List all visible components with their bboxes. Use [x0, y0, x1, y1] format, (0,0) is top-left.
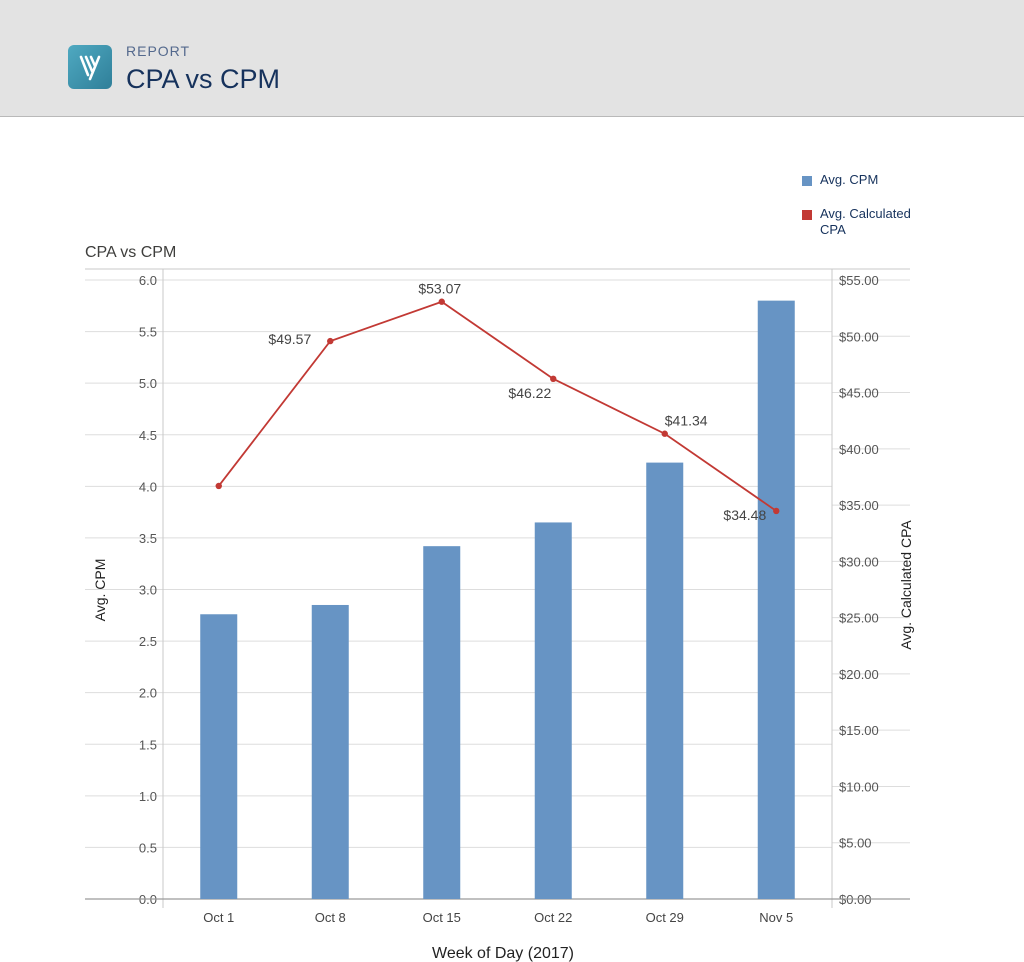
y2-tick-label: $35.00: [839, 498, 879, 513]
legend-label-cpm: Avg. CPM: [820, 172, 879, 187]
cpa-data-label: $41.34: [665, 413, 708, 429]
y-tick-label: 2.0: [139, 686, 157, 701]
cpa-point: [661, 430, 668, 437]
bar-oct-15: [423, 546, 461, 899]
x-axis-title: Week of Day (2017): [432, 945, 574, 962]
bar-oct-8: [311, 604, 349, 899]
legend-label-cpa: Avg. Calculated CPA: [820, 206, 911, 237]
y-axis-title: Avg. CPM: [92, 559, 108, 622]
bar-oct-22: [534, 522, 572, 899]
y2-tick-label: $25.00: [839, 611, 879, 626]
chart-title: CPA vs CPM: [85, 244, 177, 261]
y-tick-label: 1.5: [139, 737, 157, 752]
report-header: REPORT CPA vs CPM: [0, 0, 1024, 117]
y2-tick-label: $55.00: [839, 273, 879, 288]
legend-item-cpm[interactable]: Avg. CPM: [802, 172, 1002, 188]
cpa-point: [773, 507, 780, 515]
y-tick-label: 1.0: [139, 789, 157, 804]
legend-item-cpa[interactable]: Avg. Calculated CPA: [802, 206, 1002, 238]
y2-tick-label: $10.00: [839, 779, 879, 794]
y-tick-label: 4.0: [139, 479, 157, 494]
y-tick-label: 3.5: [139, 531, 157, 546]
x-tick-label: Oct 15: [423, 910, 461, 925]
cpa-point: [327, 337, 334, 345]
cpa-line: [218, 300, 777, 512]
y2-tick-label: $40.00: [839, 442, 879, 457]
y-tick-label: 4.5: [139, 428, 157, 443]
y-tick-label: 5.5: [139, 325, 157, 340]
y2-tick-label: $45.00: [839, 386, 879, 401]
bar-oct-1: [200, 614, 238, 899]
x-tick-label: Oct 29: [646, 910, 684, 925]
y-tick-label: 6.0: [139, 273, 157, 288]
app-logo-icon: [68, 45, 112, 89]
x-tick-label: Nov 5: [759, 910, 793, 925]
y2-tick-label: $5.00: [839, 836, 872, 851]
y-tick-label: 5.0: [139, 376, 157, 391]
y2-tick-label: $15.00: [839, 723, 879, 738]
x-tick-label: Oct 22: [534, 910, 572, 925]
x-tick-label: Oct 1: [203, 910, 234, 925]
x-tick-label: Oct 8: [315, 910, 346, 925]
report-eyebrow: REPORT: [126, 43, 191, 59]
y2-tick-label: $20.00: [839, 667, 879, 682]
cpa-data-label: $46.22: [508, 385, 551, 401]
cpa-point: [215, 482, 222, 490]
legend-swatch-cpm: [802, 176, 812, 186]
y2-axis-title: Avg. Calculated CPA: [898, 520, 914, 650]
y-tick-label: 2.5: [139, 634, 157, 649]
cpa-point: [550, 375, 557, 383]
y2-tick-label: $30.00: [839, 554, 879, 569]
legend-swatch-cpa: [802, 210, 812, 220]
bar-oct-29: [646, 462, 684, 899]
cpa-data-label: $49.57: [268, 331, 311, 347]
cpa-point: [438, 298, 445, 305]
y2-tick-label: $50.00: [839, 329, 879, 344]
cpa-data-label: $53.07: [418, 281, 461, 297]
y-tick-label: 3.0: [139, 583, 157, 598]
cpa-data-label: $34.48: [723, 507, 766, 523]
chart-legend: Avg. CPM Avg. Calculated CPA: [802, 172, 1002, 238]
page-title: CPA vs CPM: [126, 64, 281, 94]
bar-nov-5: [757, 300, 795, 900]
y-tick-label: 0.5: [139, 840, 157, 855]
